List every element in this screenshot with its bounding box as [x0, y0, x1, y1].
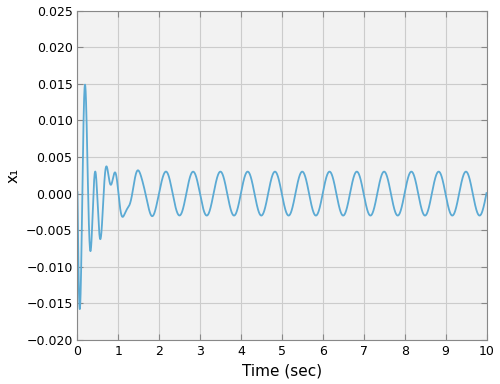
- X-axis label: Time (sec): Time (sec): [242, 363, 322, 379]
- Y-axis label: x₁: x₁: [6, 168, 20, 183]
